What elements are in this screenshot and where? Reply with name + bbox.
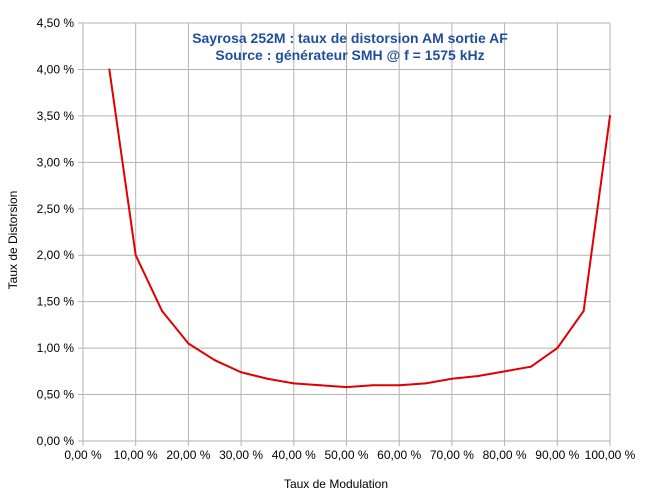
x-tick-label: 20,00 % — [166, 448, 210, 462]
data-point — [292, 382, 295, 385]
data-point — [609, 114, 611, 117]
data-point — [398, 384, 401, 387]
data-point — [319, 384, 322, 387]
x-axis-title: Taux de Modulation — [284, 477, 388, 491]
data-point — [345, 386, 348, 389]
y-tick-label: 4,00 % — [37, 62, 75, 76]
data-point — [161, 309, 164, 312]
x-tick-label: 100,00 % — [585, 448, 636, 462]
data-point — [503, 370, 506, 373]
x-tick-label: 10,00 % — [114, 448, 158, 462]
y-axis-title: Taux de Distorsion — [6, 191, 20, 290]
series-group — [108, 68, 611, 389]
data-point — [556, 347, 559, 350]
x-tick-label: 90,00 % — [535, 448, 579, 462]
data-point — [450, 377, 453, 380]
x-tick-label: 40,00 % — [272, 448, 316, 462]
data-point — [240, 371, 243, 374]
data-point — [477, 374, 480, 377]
y-tick-label: 1,00 % — [37, 341, 75, 355]
data-point — [134, 254, 137, 257]
y-tick-label: 0,50 % — [37, 388, 75, 402]
data-point — [213, 359, 216, 362]
y-tick-label: 0,00 % — [37, 434, 75, 448]
y-tick-label: 2,50 % — [37, 202, 75, 216]
y-tick-label: 3,00 % — [37, 155, 75, 169]
y-tick-label: 3,50 % — [37, 109, 75, 123]
x-tick-label: 60,00 % — [377, 448, 421, 462]
x-tick-label: 70,00 % — [430, 448, 474, 462]
data-point — [424, 382, 427, 385]
y-tick-label: 2,00 % — [37, 248, 75, 262]
y-tick-labels: 0,00 % 0,50 % 1,00 % 1,50 % 2,00 % 2,50 % 3,00… — [37, 16, 75, 448]
axes — [82, 23, 610, 442]
data-point — [529, 365, 532, 368]
series-line — [108, 69, 611, 389]
data-point — [582, 309, 585, 312]
y-tick-label: 4,50 % — [37, 16, 75, 30]
data-point — [371, 384, 374, 387]
data-point — [266, 377, 269, 380]
x-tick-label: 0,00 % — [64, 448, 102, 462]
chart-subtitle: Source : générateur SMH @ f = 1575 kHz — [215, 47, 484, 63]
chart-title: Sayrosa 252M : taux de distorsion AM sor… — [192, 30, 508, 46]
x-tick-label: 50,00 % — [324, 448, 368, 462]
y-tick-label: 1,50 % — [37, 295, 75, 309]
data-point — [187, 342, 190, 345]
x-tick-label: 30,00 % — [219, 448, 263, 462]
data-point — [108, 68, 111, 71]
x-tick-labels: 0,00 % 10,00 % 20,00 % 30,00 % 40,00 % 50,00 … — [64, 448, 635, 462]
x-tick-label: 80,00 % — [483, 448, 527, 462]
